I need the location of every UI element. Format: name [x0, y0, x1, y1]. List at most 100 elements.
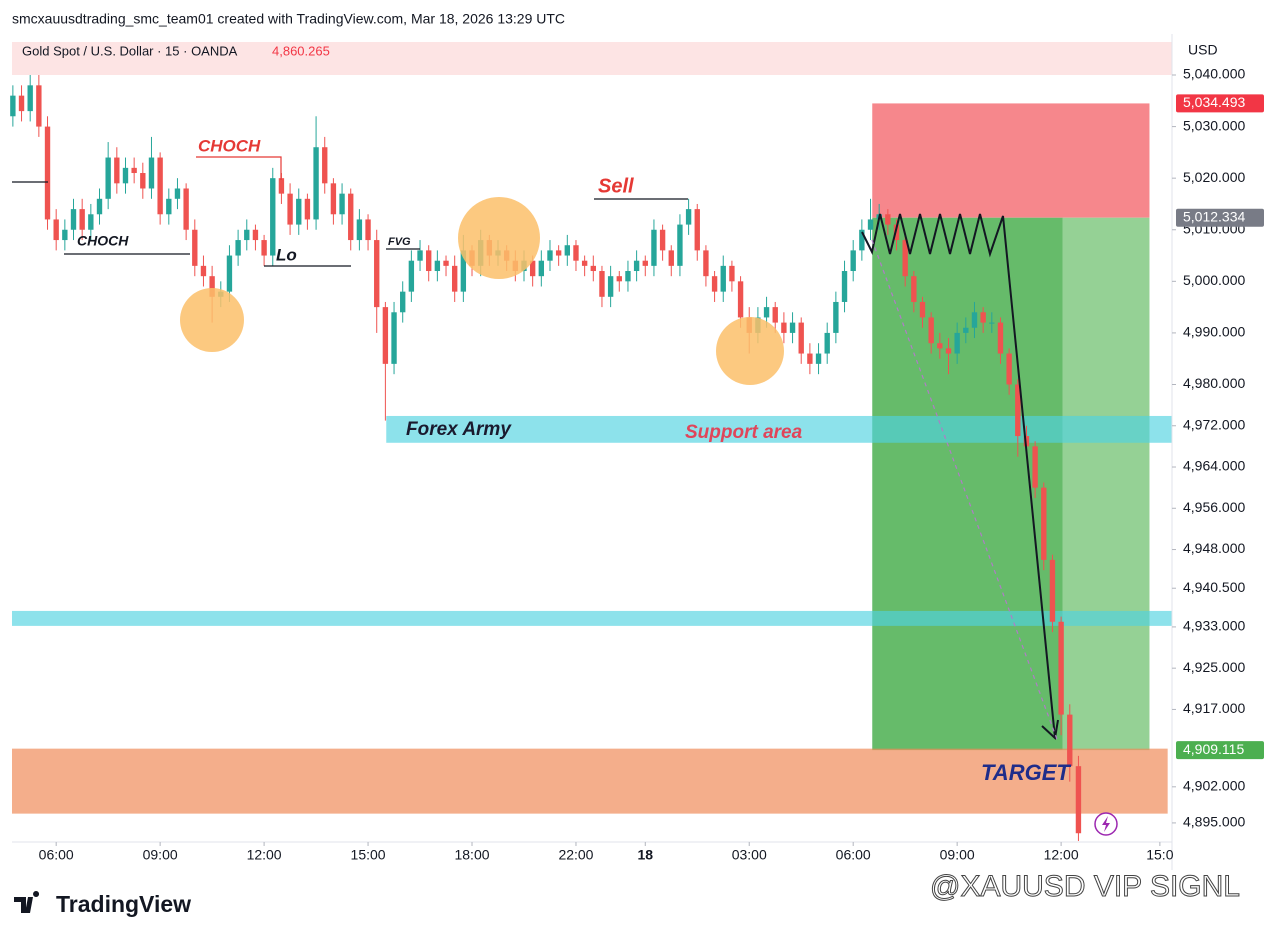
candle-body	[157, 157, 163, 215]
candle-body	[391, 312, 397, 364]
candle-body	[417, 250, 423, 261]
brand-logo	[14, 891, 40, 913]
annotation: Sell	[598, 175, 634, 197]
candle-body	[114, 157, 120, 184]
path-sketch	[861, 213, 1056, 739]
y-tick-label: 4,895.000	[1183, 814, 1245, 830]
annotation: Support area	[685, 422, 803, 443]
candle-body	[140, 173, 146, 189]
drawings	[12, 156, 1059, 743]
y-tick-label: 4,948.000	[1183, 540, 1245, 556]
projection-line	[871, 239, 1059, 743]
candle-body	[703, 250, 709, 277]
candle-body	[304, 198, 311, 220]
y-tick-label: 4,925.000	[1183, 659, 1245, 675]
highlight-circle	[180, 288, 244, 352]
candle-body	[44, 126, 51, 220]
candle-body	[616, 276, 622, 282]
price-tag-label: 5,012.334	[1183, 208, 1245, 224]
candle-body	[131, 167, 137, 174]
candle-body	[339, 193, 345, 215]
y-tick-label: 4,902.000	[1183, 778, 1245, 794]
candle-body	[148, 157, 155, 189]
candle-body	[70, 209, 77, 230]
axes: 5,040.0005,030.0005,020.0005,010.0005,00…	[39, 66, 1264, 863]
y-tick-label: 5,040.000	[1183, 66, 1245, 82]
symbol: Gold Spot / U.S. Dollar · 15 · OANDA	[22, 43, 238, 58]
candle-body	[1058, 621, 1064, 715]
candle-body	[824, 332, 830, 354]
candle-body	[270, 178, 276, 256]
candle-body	[807, 353, 813, 364]
x-tick-label: 09:00	[940, 847, 975, 863]
x-tick-label: 18:00	[454, 847, 489, 863]
candle-body	[400, 291, 406, 313]
candle-body	[529, 260, 536, 277]
candle-body	[296, 198, 302, 225]
candle-body	[573, 245, 579, 261]
candle-body	[885, 214, 891, 225]
last-price: 4,860.265	[272, 43, 330, 58]
candle-body	[183, 188, 189, 230]
brand: TradingView	[56, 891, 191, 917]
candle-body	[911, 276, 917, 302]
zone	[12, 610, 1172, 626]
candle-body	[278, 178, 285, 194]
x-tick-label: 18	[637, 847, 653, 863]
candle-body	[599, 271, 605, 297]
candle-body	[625, 271, 631, 282]
price-tag	[1176, 94, 1264, 113]
candle-body	[989, 322, 995, 324]
symbol-band	[12, 42, 1172, 75]
watermark: @XAUUSD VIP SIGNL	[930, 870, 1240, 903]
candle-body	[460, 250, 467, 292]
y-tick-label: 4,933.000	[1183, 618, 1245, 634]
candle-body	[963, 327, 969, 333]
candle-body	[1006, 353, 1012, 385]
zone	[872, 103, 1150, 218]
annotation: Lo	[276, 245, 297, 264]
currency: USD	[1188, 42, 1218, 58]
candle-body	[685, 209, 692, 225]
y-tick-label: 4,990.000	[1183, 324, 1245, 340]
x-tick-label: 03:00	[732, 847, 767, 863]
candle-body	[348, 193, 354, 241]
candle-body	[27, 85, 33, 112]
candle-body	[902, 240, 908, 277]
arrow-head	[1041, 719, 1059, 740]
price-tag	[1176, 741, 1264, 760]
x-tick-label: 09:00	[143, 847, 178, 863]
x-tick-label: 22:00	[558, 847, 593, 863]
candle-body	[313, 147, 319, 220]
candle-body	[737, 281, 744, 318]
x-tick-label: 12:00	[1044, 847, 1079, 863]
candle-body	[365, 219, 371, 241]
annotation: CHOCH	[77, 233, 129, 249]
candle-body	[235, 240, 241, 256]
candle-body	[322, 147, 328, 184]
candle-body	[581, 260, 588, 266]
candle-body	[1023, 436, 1030, 447]
candle-body	[651, 229, 657, 266]
candle-body	[88, 214, 94, 230]
alert-icon	[1102, 816, 1110, 832]
highlight-circle	[458, 197, 540, 279]
candle-body	[867, 219, 874, 230]
candle-body	[798, 322, 804, 354]
candle-body	[555, 250, 562, 256]
annotation: CHOCH	[198, 136, 261, 155]
candle-body	[382, 307, 389, 364]
x-tick-label: 12:00	[247, 847, 282, 863]
candle-body	[642, 260, 648, 266]
candle-body	[668, 250, 674, 266]
candle-body	[919, 301, 926, 318]
candle-body	[408, 260, 415, 292]
candle-body	[937, 343, 943, 349]
candle-body	[893, 224, 900, 241]
candle-body	[659, 229, 666, 251]
candle-body	[166, 198, 172, 215]
candle-body	[971, 312, 978, 328]
candle-body	[200, 265, 207, 277]
candle-body	[96, 198, 103, 215]
